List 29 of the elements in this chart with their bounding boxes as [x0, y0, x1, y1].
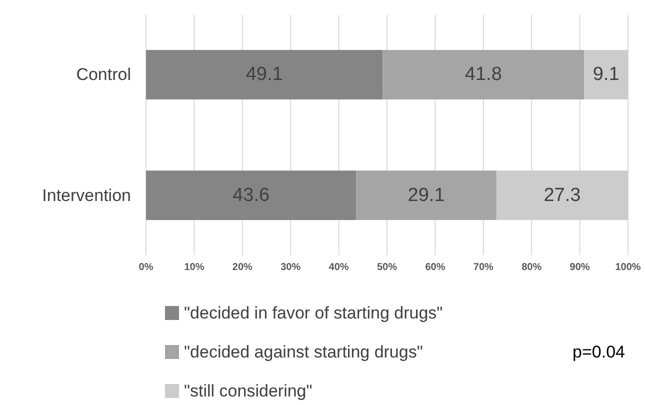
y-tick-label: Control [76, 65, 131, 84]
x-tick-label: 40% [328, 262, 349, 273]
bar [382, 50, 584, 100]
x-tick-label: 50% [376, 262, 398, 273]
x-tick-label: 10% [184, 262, 204, 273]
data-label: 9.1 [592, 64, 620, 86]
data-label: 27.3 [544, 184, 581, 206]
x-tick-label: 90% [570, 262, 590, 273]
x-tick-label: 100% [615, 262, 641, 273]
legend-label: "decided against starting drugs" [184, 342, 423, 362]
x-tick-label: 80% [522, 262, 542, 273]
legend-label: "decided in favor of starting drugs" [184, 304, 443, 322]
bar [356, 170, 496, 220]
y-tick-label: Intervention [42, 186, 131, 205]
x-tick-label: 60% [425, 262, 446, 273]
x-tick-label: 20% [232, 262, 253, 273]
bar [146, 50, 383, 100]
bar [584, 50, 628, 100]
x-tick-label: 0% [138, 262, 154, 273]
x-tick-label: 70% [473, 262, 494, 273]
legend-label: "still considering" [184, 382, 312, 400]
bar [496, 170, 628, 220]
text: p=0.04 [572, 342, 625, 362]
data-label: 41.8 [464, 64, 502, 86]
x-tick-label: 30% [280, 262, 301, 273]
data-label: 43.6 [232, 184, 270, 206]
bar [146, 170, 356, 220]
data-label: 29.1 [408, 184, 445, 206]
data-label: 49.1 [246, 64, 283, 86]
